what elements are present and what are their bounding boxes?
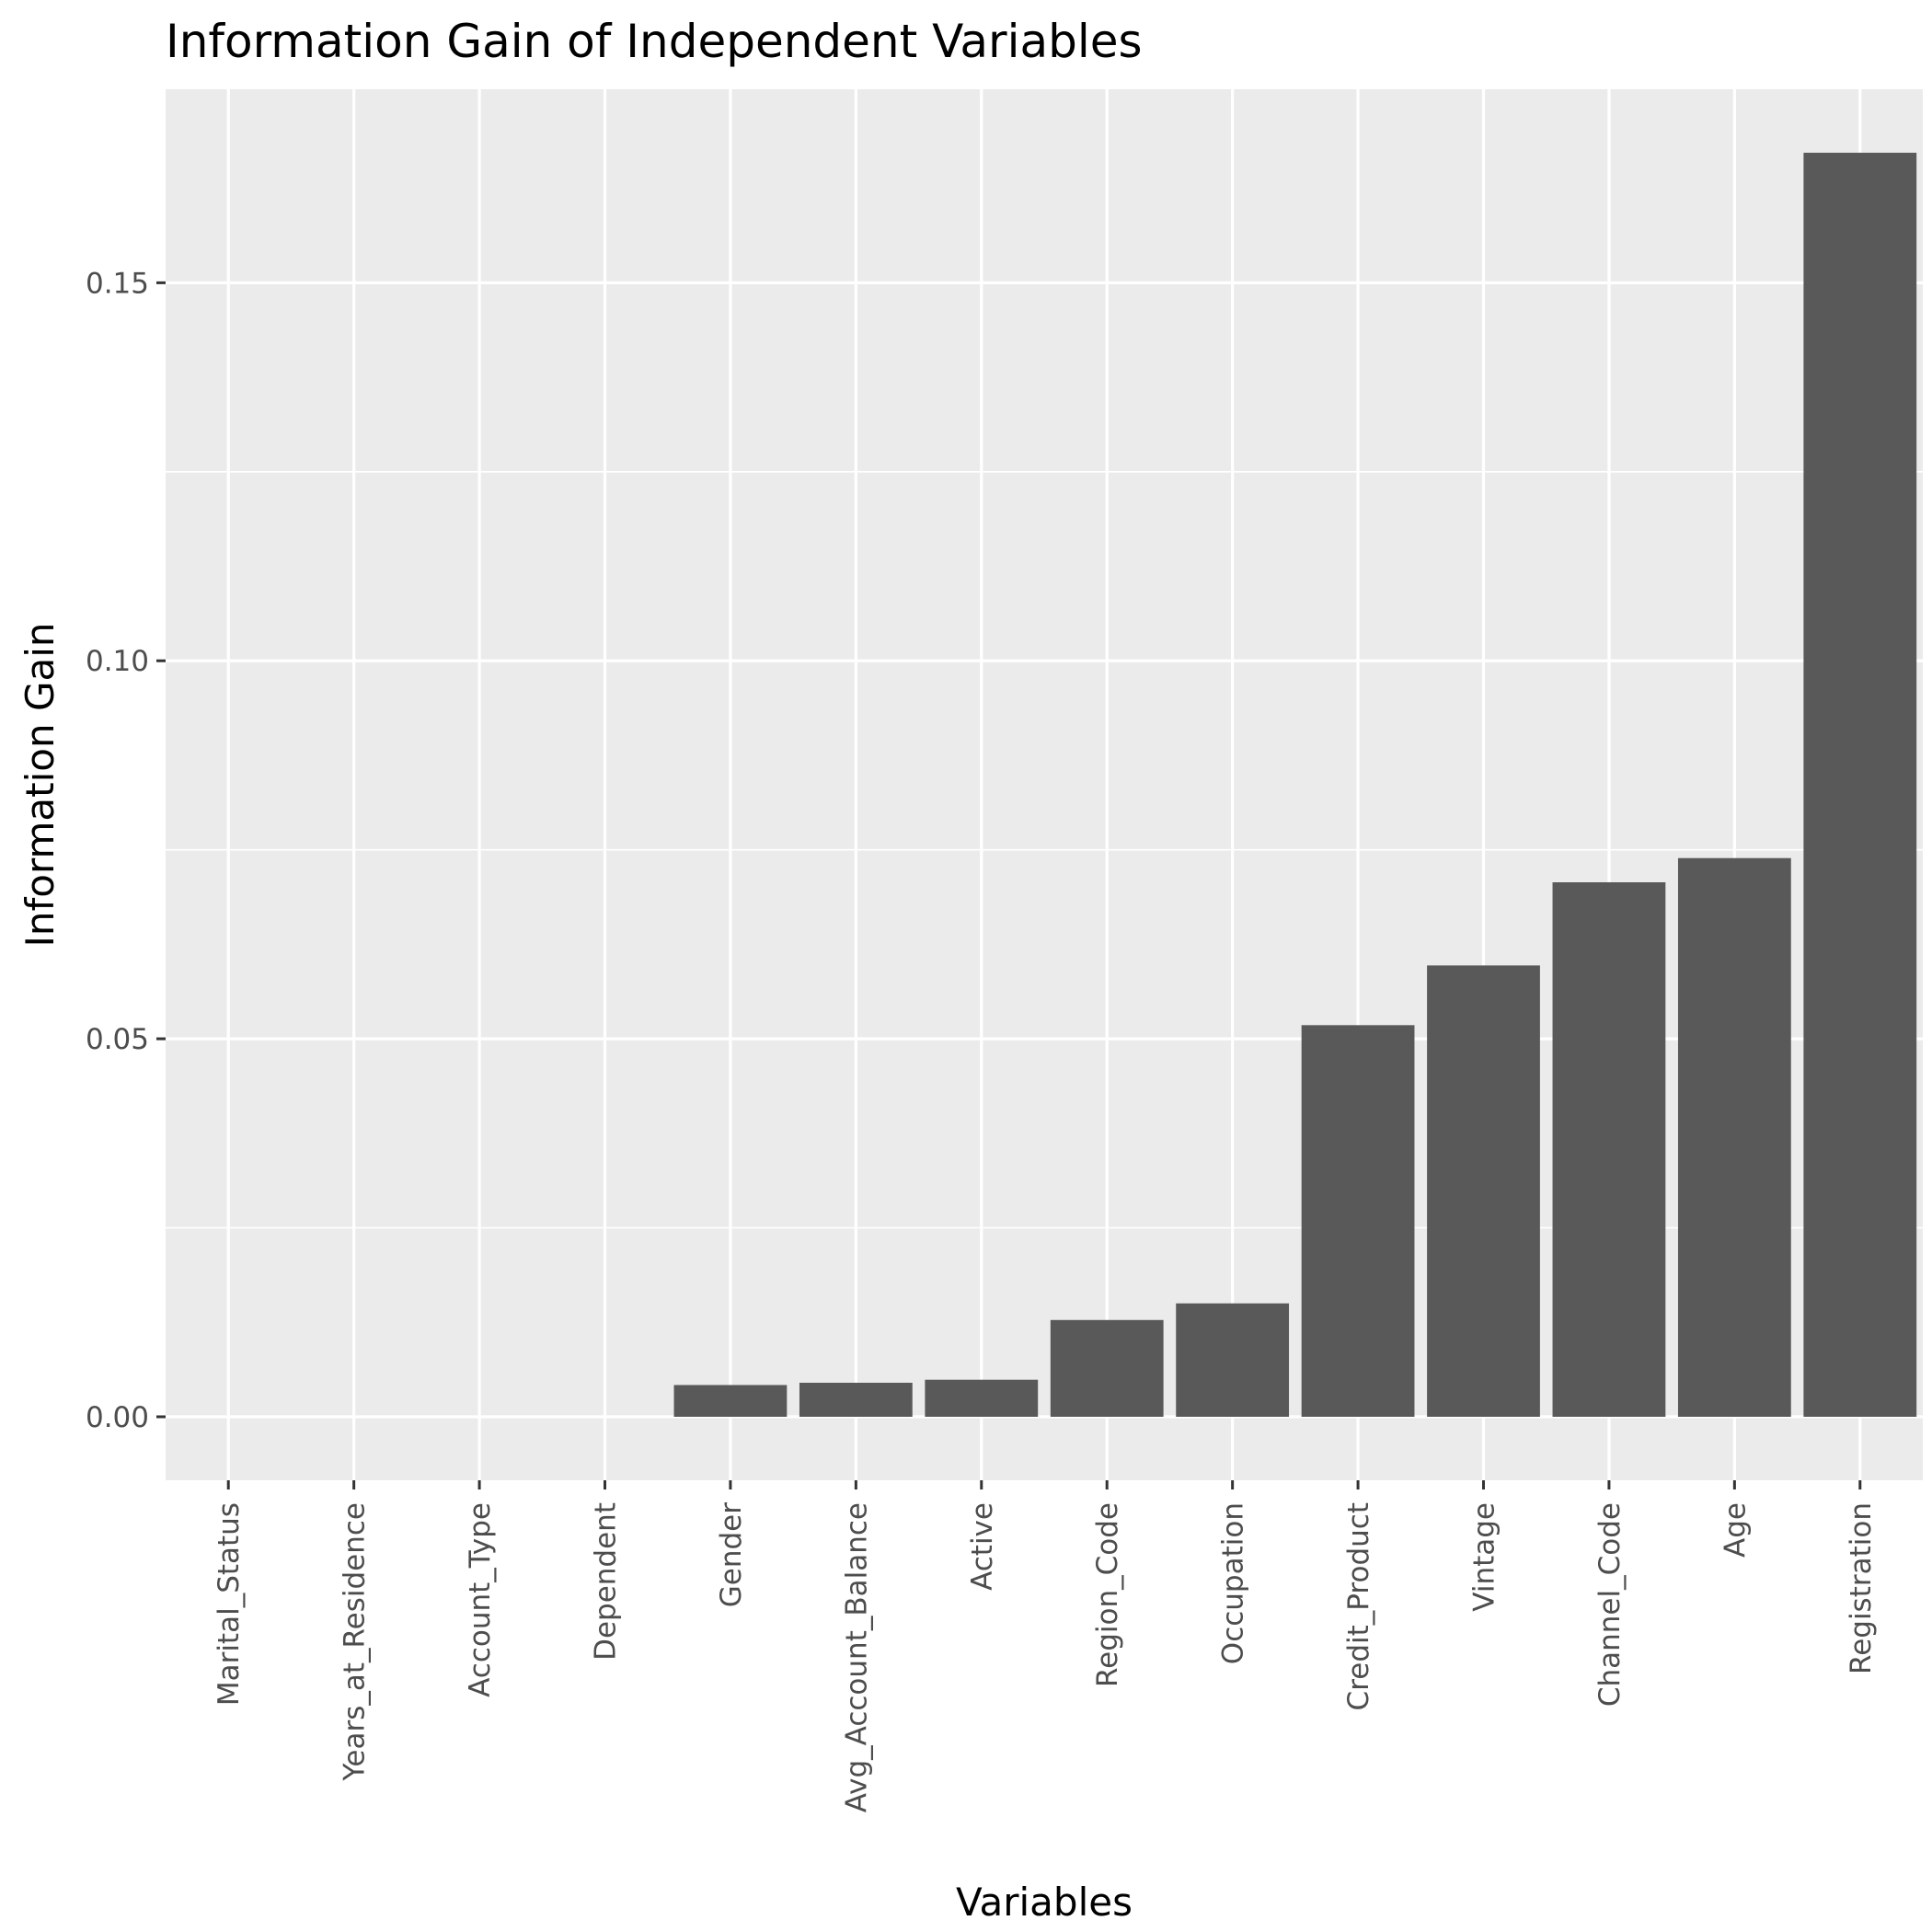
bar bbox=[1301, 1025, 1415, 1417]
x-tick-label: Active bbox=[966, 1502, 999, 1591]
bar bbox=[925, 1379, 1039, 1417]
bar bbox=[673, 1385, 788, 1417]
bar bbox=[1677, 857, 1791, 1417]
bar bbox=[1050, 1319, 1164, 1417]
y-tick-label: 0.05 bbox=[86, 1023, 149, 1056]
bars bbox=[673, 153, 1917, 1417]
x-axis: Marital_Status Years_at_Residence Account_… bbox=[213, 1480, 1878, 1812]
x-tick-label: Credit_Product bbox=[1342, 1502, 1375, 1710]
y-tick-label: 0.15 bbox=[86, 267, 149, 300]
x-tick-label: Gender bbox=[715, 1502, 748, 1607]
bar bbox=[799, 1382, 913, 1417]
y-tick-label: 0.00 bbox=[86, 1401, 149, 1434]
bar bbox=[1803, 153, 1917, 1417]
x-tick-label: Years_at_Residence bbox=[339, 1502, 372, 1781]
x-tick-label: Vintage bbox=[1468, 1502, 1501, 1612]
x-tick-label: Dependent bbox=[590, 1502, 623, 1661]
x-tick-label: Avg_Account_Balance bbox=[840, 1502, 873, 1812]
bar bbox=[1552, 882, 1666, 1417]
y-axis: 0.00 0.05 0.10 0.15 bbox=[86, 267, 166, 1434]
y-axis-label: Information Gain bbox=[17, 622, 63, 947]
x-tick-label: Region_Code bbox=[1091, 1502, 1124, 1687]
y-tick-label: 0.10 bbox=[86, 645, 149, 678]
x-tick-label: Channel_Code bbox=[1593, 1502, 1627, 1707]
x-tick-label: Age bbox=[1719, 1502, 1752, 1558]
x-axis-label: Variables bbox=[956, 1880, 1133, 1925]
x-tick-label: Marital_Status bbox=[213, 1502, 246, 1706]
chart-title: Information Gain of Independent Variable… bbox=[166, 15, 1143, 68]
bar bbox=[1427, 965, 1540, 1417]
bar bbox=[1176, 1303, 1290, 1417]
x-tick-label: Occupation bbox=[1217, 1502, 1250, 1664]
x-tick-label: Account_Type bbox=[464, 1502, 497, 1697]
x-tick-label: Registration bbox=[1845, 1502, 1878, 1674]
